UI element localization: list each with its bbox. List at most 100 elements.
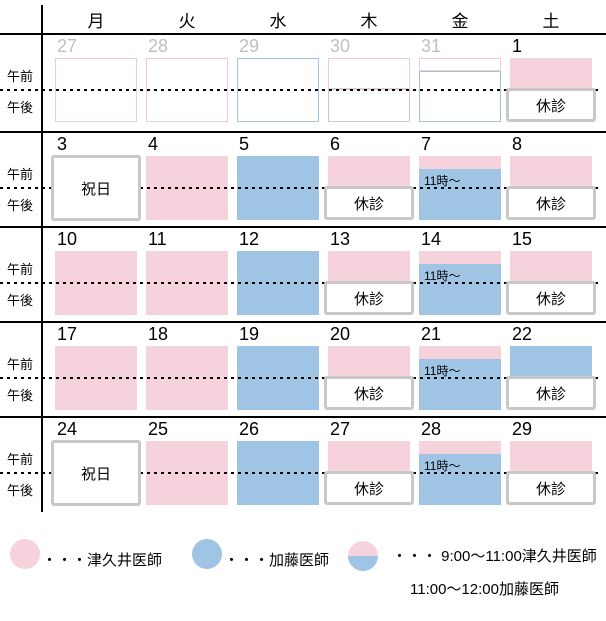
day-cell: 28 <box>146 33 228 128</box>
day-cell: 11 <box>146 226 228 321</box>
date-label: 28 <box>148 36 169 56</box>
day-cell: 26 <box>237 416 319 511</box>
date-label: 26 <box>239 419 260 439</box>
am-pm-dotted-line <box>0 377 600 379</box>
day-cell: 27 休診 <box>324 416 414 511</box>
date-label: 11 <box>148 229 167 249</box>
am-label: 午前 <box>7 167 34 182</box>
date-label: 20 <box>330 324 351 344</box>
date-label: 27 <box>330 419 351 439</box>
pm-label: 午後 <box>7 388 34 403</box>
kato-fill: 11時～ <box>419 359 501 410</box>
tsukui-am-fill <box>328 441 410 472</box>
am-pm-dotted-line <box>0 187 600 189</box>
date-label: 10 <box>57 229 78 249</box>
tsukui-am-fill <box>510 58 592 89</box>
date-label: 22 <box>512 324 533 344</box>
date-label: 21 <box>421 324 442 344</box>
day-cell: 30 <box>328 33 410 128</box>
legend-split-label-line2: 11:00～12:00加藤医師 <box>410 581 559 598</box>
from-eleven-label: 11時～ <box>424 269 461 283</box>
day-cell: 28 11時～ <box>419 416 501 511</box>
pm-label: 午後 <box>7 483 34 498</box>
day-header-wed: 水 <box>269 12 287 31</box>
date-label: 3 <box>57 134 68 154</box>
week-divider <box>0 131 606 133</box>
day-cell: 27 <box>55 33 137 128</box>
tsukui-am-fill <box>328 251 410 282</box>
day-cell: 10 <box>55 226 137 321</box>
holiday-box: 祝日 <box>51 155 141 221</box>
day-header-thu: 木 <box>360 12 378 31</box>
date-label: 27 <box>57 36 78 56</box>
legend-split-label-line1: ・・・ 9:00～11:00津久井医師 <box>392 548 597 565</box>
day-cell: 3 祝日 <box>51 131 141 226</box>
date-label: 28 <box>421 419 442 439</box>
closed-pm-outline-box <box>328 89 410 122</box>
tsukui-strip-fill <box>419 251 501 264</box>
legend-tsukui-swatch <box>10 539 40 569</box>
week-row-2: 午前 午後 3 祝日 4 5 6 休診 7 11時～ 8 <box>0 131 606 226</box>
date-label: 4 <box>148 134 159 154</box>
from-eleven-label: 11時～ <box>424 459 461 473</box>
legend-kato-label: ・・・加藤医師 <box>224 552 330 569</box>
day-header-sat: 土 <box>542 12 560 31</box>
kato-fill: 11時～ <box>419 454 501 505</box>
date-label: 15 <box>512 229 533 249</box>
am-label: 午前 <box>7 262 34 277</box>
tsukui-strip-outline-box <box>419 58 501 71</box>
week-row-4: 午前 午後 17 18 19 20 休診 21 11時～ 22 <box>0 321 606 416</box>
date-label: 29 <box>239 36 260 56</box>
closed-box: 休診 <box>324 471 414 505</box>
day-cell: 21 11時～ <box>419 321 501 416</box>
day-header-fri: 金 <box>451 12 469 31</box>
day-cell: 7 11時～ <box>419 131 501 226</box>
header-divider <box>0 33 606 35</box>
date-label: 12 <box>239 229 260 249</box>
tsukui-am-fill <box>328 156 410 187</box>
date-label: 25 <box>148 419 169 439</box>
date-label: 14 <box>421 229 442 249</box>
day-cell: 19 <box>237 321 319 416</box>
kato-fill: 11時～ <box>419 169 501 220</box>
kato-fill: 11時～ <box>419 264 501 315</box>
from-eleven-label: 11時～ <box>424 364 461 378</box>
kato-am-fill <box>510 346 592 377</box>
tsukui-am-fill <box>510 441 592 472</box>
date-label: 7 <box>421 134 432 154</box>
day-cell: 31 <box>419 33 501 128</box>
date-label: 24 <box>57 419 78 439</box>
pm-label: 午後 <box>7 198 34 213</box>
holiday-box: 祝日 <box>51 440 141 506</box>
day-cell: 4 <box>146 131 228 226</box>
day-cell: 25 <box>146 416 228 511</box>
closed-box: 休診 <box>506 281 596 315</box>
week-divider <box>0 416 606 418</box>
date-label: 19 <box>239 324 260 344</box>
date-label: 8 <box>512 134 523 154</box>
pm-label: 午後 <box>7 293 34 308</box>
am-label: 午前 <box>7 452 34 467</box>
day-cell: 22 休診 <box>506 321 596 416</box>
legend-kato-swatch <box>192 539 222 569</box>
tsukui-strip-fill <box>419 156 501 169</box>
closed-box: 休診 <box>324 376 414 410</box>
am-pm-dotted-line <box>0 89 600 91</box>
date-label: 29 <box>512 419 533 439</box>
am-label: 午前 <box>7 357 34 372</box>
closed-box: 休診 <box>506 88 596 122</box>
date-label: 1 <box>512 36 523 56</box>
pm-label: 午後 <box>7 100 34 115</box>
am-pm-dotted-line <box>0 472 600 474</box>
am-label: 午前 <box>7 69 34 84</box>
day-cell: 29 <box>237 33 319 128</box>
date-label: 13 <box>330 229 351 249</box>
day-cell: 15 休診 <box>506 226 596 321</box>
closed-box: 休診 <box>506 471 596 505</box>
day-cell: 6 休診 <box>324 131 414 226</box>
date-label: 5 <box>239 134 250 154</box>
am-pm-dotted-line <box>0 282 600 284</box>
closed-box: 休診 <box>324 186 414 220</box>
day-cell: 8 休診 <box>506 131 596 226</box>
